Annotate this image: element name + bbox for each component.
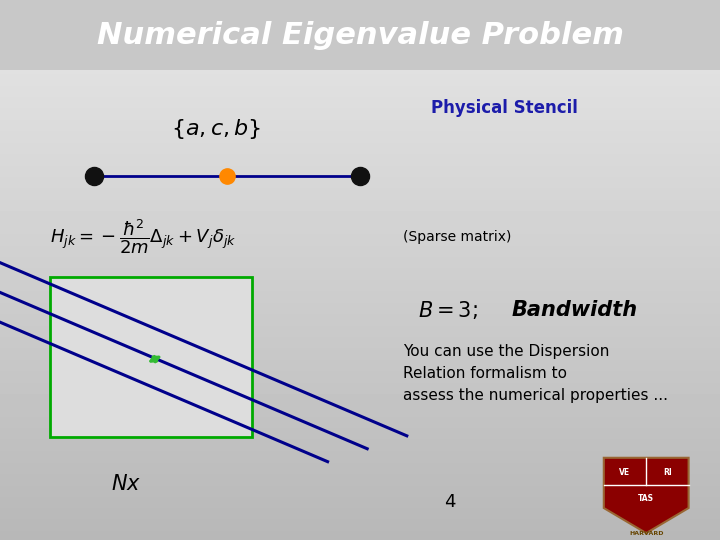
- Bar: [50, 277, 252, 437]
- Text: $H_{jk} = -\dfrac{\hbar^2}{2m}\Delta_{jk} + V_j\delta_{jk}$: $H_{jk} = -\dfrac{\hbar^2}{2m}\Delta_{jk…: [50, 218, 237, 256]
- Text: 4: 4: [444, 494, 456, 511]
- Text: Numerical Eigenvalue Problem: Numerical Eigenvalue Problem: [96, 21, 624, 50]
- Text: Physical Stencil: Physical Stencil: [431, 99, 577, 117]
- Text: VE: VE: [619, 468, 631, 476]
- Text: HARVARD: HARVARD: [629, 531, 663, 536]
- Text: RI: RI: [663, 468, 672, 476]
- Text: $\{a,c,b\}$: $\{a,c,b\}$: [171, 117, 261, 141]
- Polygon shape: [604, 458, 688, 533]
- Text: Bandwidth: Bandwidth: [511, 300, 637, 320]
- Text: (Sparse matrix): (Sparse matrix): [403, 230, 512, 244]
- Text: TAS: TAS: [638, 494, 654, 503]
- Text: $B = 3;$: $B = 3;$: [418, 299, 477, 321]
- Text: $Nx$: $Nx$: [111, 474, 141, 494]
- Text: You can use the Dispersion
Relation formalism to
assess the numerical properties: You can use the Dispersion Relation form…: [403, 343, 668, 403]
